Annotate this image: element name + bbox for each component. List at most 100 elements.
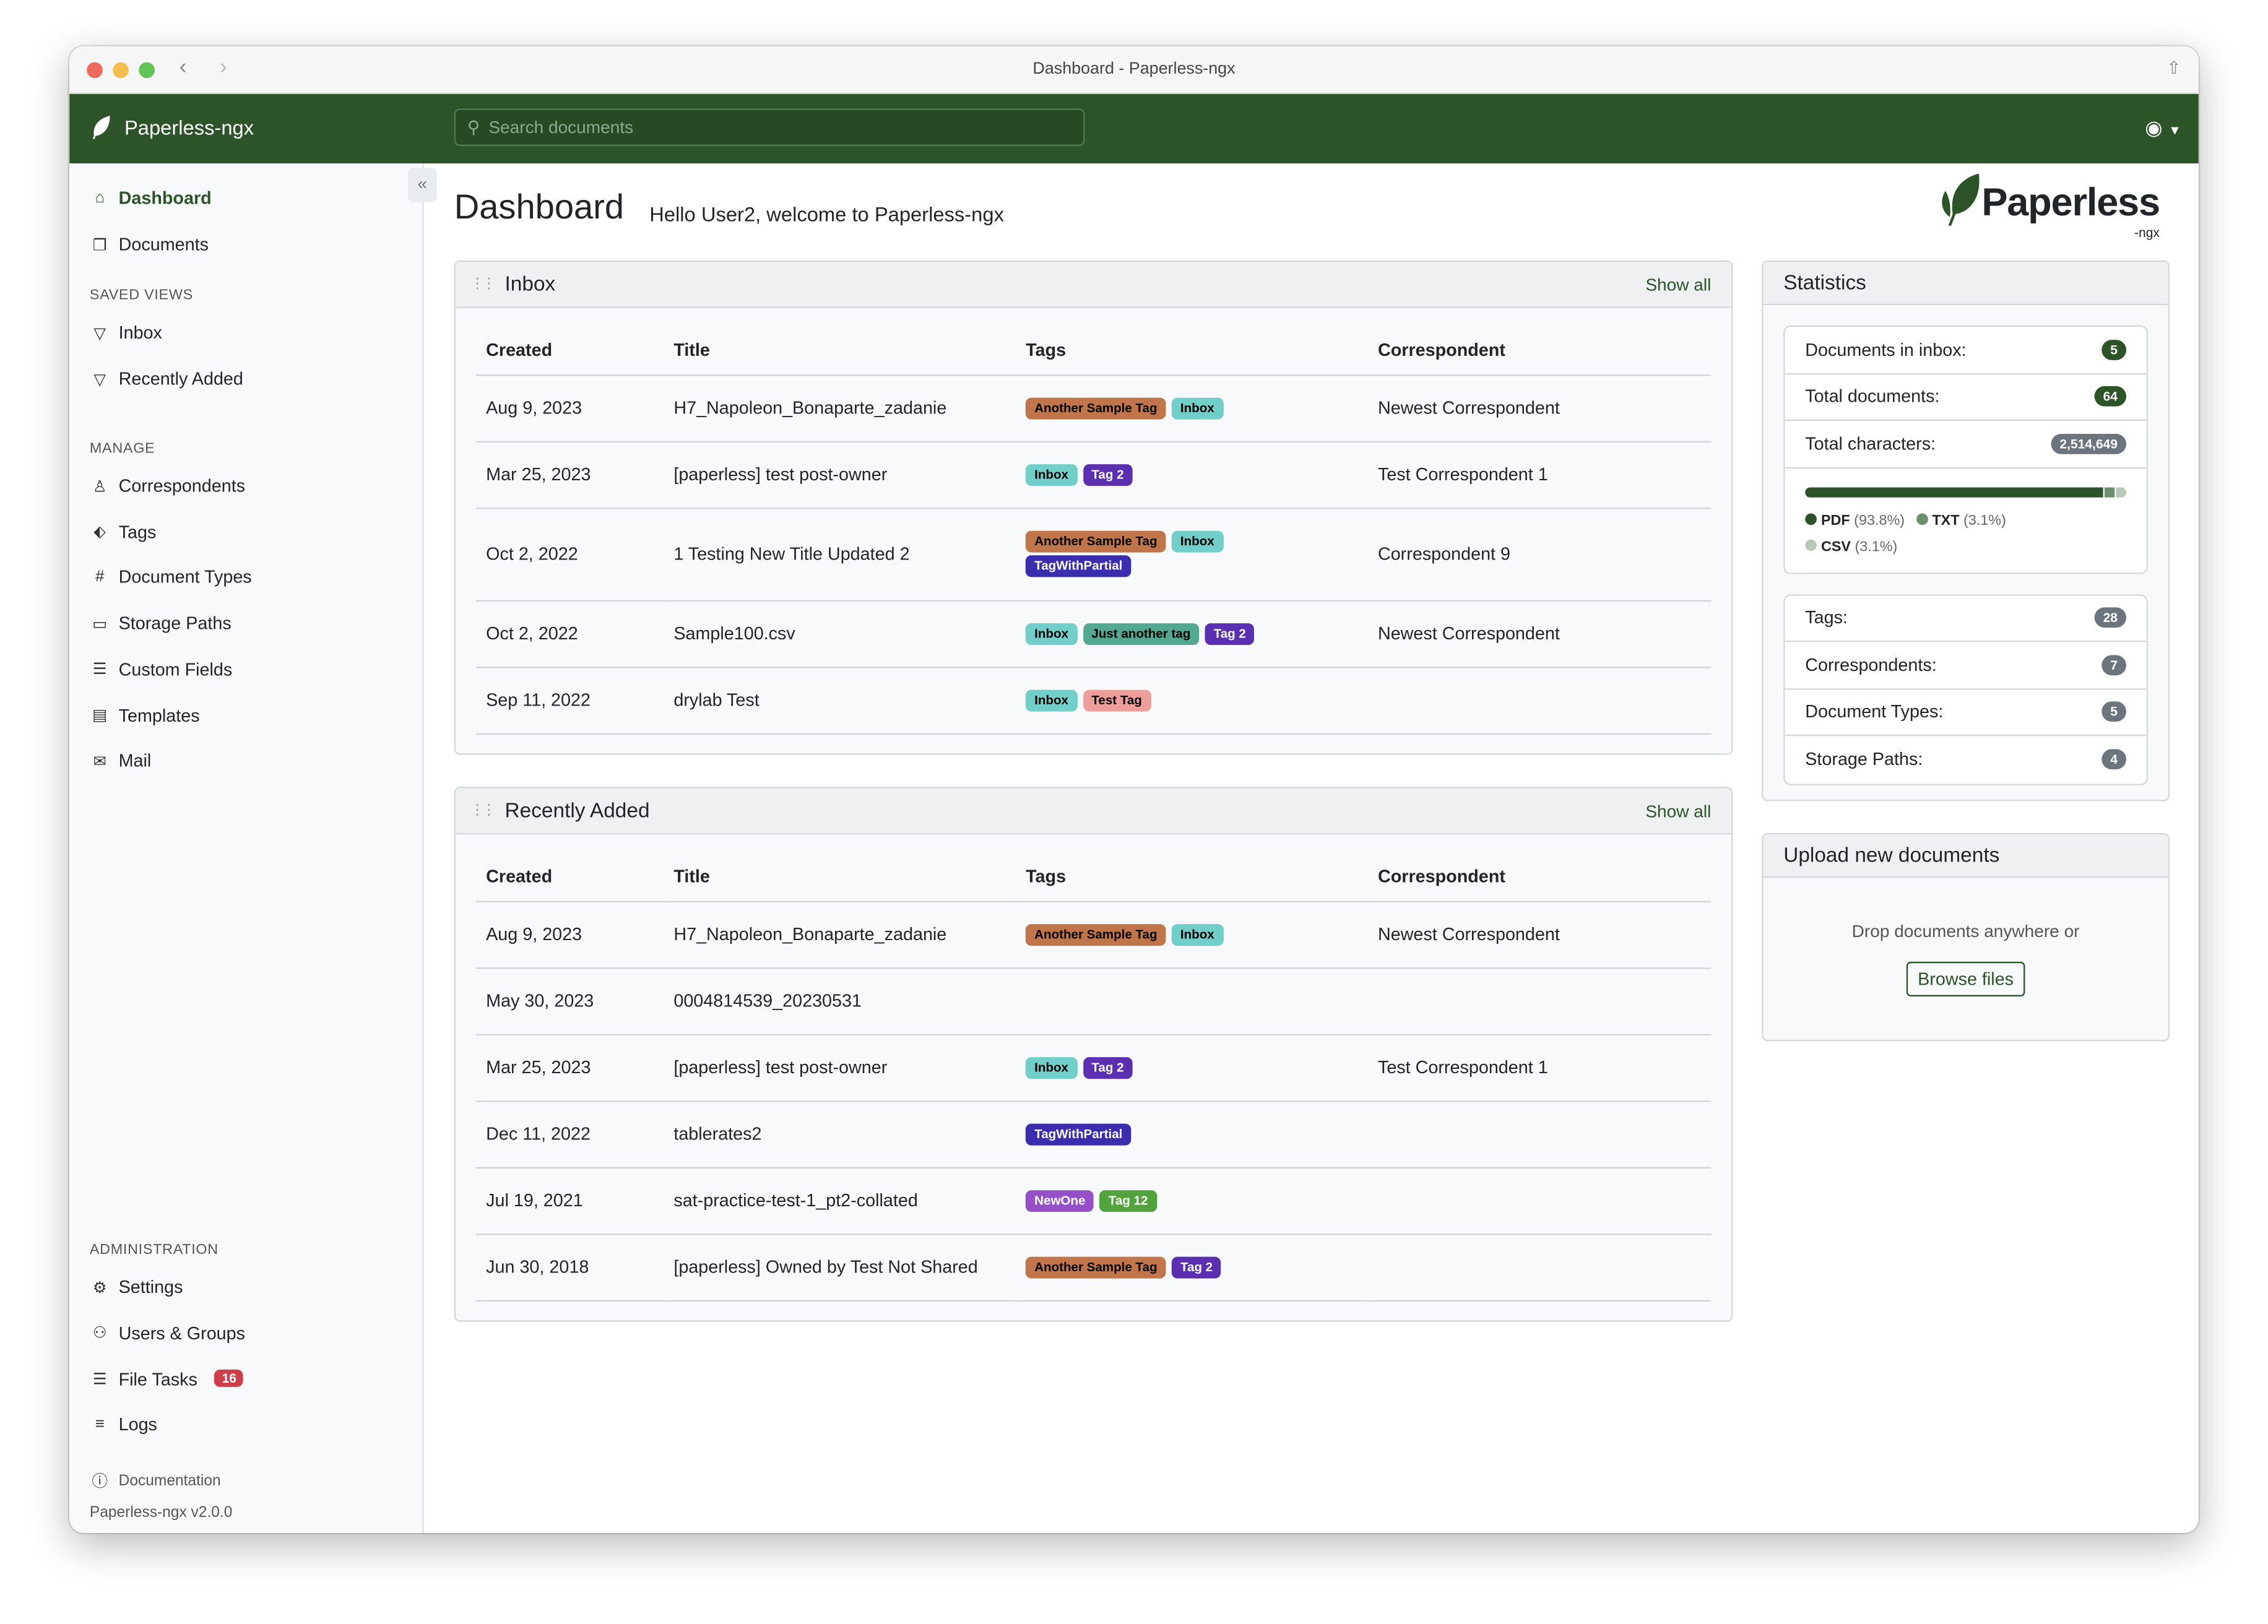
table-row[interactable]: Jul 19, 2021 sat-practice-test-1_pt2-coll… — [475, 1167, 1712, 1235]
title-cell[interactable]: H7_Napoleon_Bonaparte_zadanie — [663, 374, 1016, 442]
sidebar-item-templates[interactable]: ▤ Templates — [90, 705, 200, 725]
statistic-row[interactable]: Tags: 28 — [1785, 595, 2147, 642]
sidebar-item-documents[interactable]: ❐ Documents — [90, 235, 209, 255]
tag-badge[interactable]: Tag 12 — [1099, 1189, 1157, 1212]
table-row[interactable]: Oct 2, 2022 Sample100.csv Inbox Just anothe… — [475, 600, 1712, 668]
column-header-tags[interactable]: Tags — [1015, 308, 1368, 376]
documentation-link[interactable]: ⓘ Documentation — [90, 1469, 220, 1492]
maximize-window-button[interactable] — [139, 62, 155, 79]
correspondent-cell[interactable]: Newest Correspondent — [1367, 374, 1712, 442]
sidebar-item-file-tasks[interactable]: ☰ File Tasks 16 — [90, 1368, 244, 1389]
column-header-title[interactable]: Title — [663, 834, 1016, 902]
table-row[interactable]: Mar 25, 2023 [paperless] test post-owner I… — [475, 441, 1712, 509]
sidebar-item-inbox[interactable]: ▽ Inbox — [90, 322, 162, 343]
column-header-created[interactable]: Created — [475, 834, 664, 902]
statistic-row[interactable]: Document Types: 5 — [1785, 689, 2147, 736]
sidebar-item-tags[interactable]: ⬖ Tags — [90, 522, 156, 542]
legend-item[interactable]: PDF (93.8%) — [1805, 508, 1905, 534]
tag-badge[interactable]: NewOne — [1026, 1189, 1094, 1212]
statistic-row[interactable]: Storage Paths: 4 — [1785, 736, 2147, 783]
correspondent-cell[interactable]: Correspondent 9 — [1367, 508, 1712, 601]
close-window-button[interactable] — [87, 62, 103, 79]
correspondent-cell[interactable]: Newest Correspondent — [1367, 901, 1712, 969]
tag-badge[interactable]: Test Tag — [1083, 689, 1151, 711]
back-icon[interactable]: ‹ — [179, 54, 187, 80]
tag-badge[interactable]: Tag 2 — [1083, 1056, 1133, 1079]
sidebar-item-correspondents[interactable]: ♙ Correspondents — [90, 476, 245, 496]
collapse-sidebar-button[interactable]: « — [407, 168, 437, 203]
table-row[interactable]: May 30, 2023 0004814539_20230531 — [475, 967, 1712, 1035]
table-row[interactable]: Oct 2, 2022 1 Testing New Title Updated 2… — [475, 508, 1712, 601]
show-all-link[interactable]: Show all — [1645, 800, 1712, 821]
tag-badge[interactable]: Inbox — [1026, 463, 1078, 485]
tag-badge[interactable]: Another Sample Tag — [1026, 923, 1166, 946]
title-cell[interactable]: H7_Napoleon_Bonaparte_zadanie — [663, 901, 1016, 969]
tag-badge[interactable]: Another Sample Tag — [1026, 397, 1166, 419]
column-header-correspondent[interactable]: Correspondent — [1367, 308, 1712, 376]
table-row[interactable]: Sep 11, 2022 drylab Test Inbox Test Tag — [475, 667, 1712, 734]
drag-handle-icon[interactable]: ⋮⋮ — [470, 802, 496, 819]
title-cell[interactable]: 1 Testing New Title Updated 2 — [663, 508, 1016, 601]
sidebar-item-mail[interactable]: ✉ Mail — [90, 751, 151, 771]
correspondent-cell[interactable] — [1367, 1233, 1712, 1301]
tag-badge[interactable]: Tag 2 — [1171, 1256, 1222, 1278]
sidebar-item-custom-fields[interactable]: ☰ Custom Fields — [90, 659, 233, 680]
search-input[interactable]: ⚲ Search documents — [454, 108, 1085, 147]
tag-badge[interactable]: Inbox — [1026, 1056, 1078, 1079]
table-row[interactable]: Jun 30, 2018 [paperless] Owned by Test No… — [475, 1233, 1712, 1301]
tag-badge[interactable]: Just another tag — [1083, 622, 1200, 645]
minimize-window-button[interactable] — [113, 62, 129, 79]
sidebar-item-dashboard[interactable]: ⌂ Dashboard — [90, 188, 211, 209]
correspondent-cell[interactable]: Newest Correspondent — [1367, 600, 1712, 668]
tag-badge[interactable]: TagWithPartial — [1026, 1123, 1132, 1145]
tag-badge[interactable]: Inbox — [1171, 397, 1223, 419]
browse-files-button[interactable]: Browse files — [1906, 961, 2025, 997]
title-cell[interactable]: drylab Test — [663, 667, 1016, 734]
sidebar-item-document-types[interactable]: # Document Types — [90, 568, 252, 588]
correspondent-cell[interactable] — [1367, 1167, 1712, 1235]
column-header-tags[interactable]: Tags — [1015, 834, 1368, 902]
user-menu-button[interactable]: ◉ ▼ — [2145, 116, 2181, 140]
title-cell[interactable]: sat-practice-test-1_pt2-collated — [663, 1167, 1016, 1235]
table-row[interactable]: Dec 11, 2022 tablerates2 TagWithPartial — [475, 1100, 1712, 1168]
tag-badge[interactable]: Inbox — [1171, 923, 1223, 946]
tag-badge[interactable]: Tag 2 — [1083, 463, 1133, 485]
tag-badge[interactable]: TagWithPartial — [1026, 555, 1132, 577]
column-header-created[interactable]: Created — [475, 308, 664, 376]
sidebar-item-logs[interactable]: ≡ Logs — [90, 1415, 157, 1435]
forward-icon[interactable]: › — [220, 54, 227, 80]
tag-badge[interactable]: Inbox — [1026, 689, 1078, 711]
correspondent-cell[interactable]: Test Correspondent 1 — [1367, 441, 1712, 509]
tag-badge[interactable]: Another Sample Tag — [1026, 530, 1166, 553]
title-cell[interactable]: [paperless] test post-owner — [663, 441, 1016, 509]
tag-badge[interactable]: Another Sample Tag — [1026, 1256, 1166, 1278]
title-cell[interactable]: Sample100.csv — [663, 600, 1016, 668]
legend-item[interactable]: CSV (3.1%) — [1805, 534, 1897, 560]
share-icon[interactable]: ⇧ — [2166, 58, 2181, 79]
sidebar-item-settings[interactable]: ⚙ Settings — [90, 1277, 183, 1297]
column-header-correspondent[interactable]: Correspondent — [1367, 834, 1712, 902]
sidebar-item-users-groups[interactable]: ⚇ Users & Groups — [90, 1323, 245, 1344]
table-row[interactable]: Mar 25, 2023 [paperless] test post-owner I… — [475, 1034, 1712, 1102]
correspondent-cell[interactable] — [1367, 667, 1712, 734]
brand-link[interactable]: Paperless-ngx — [90, 114, 254, 140]
tag-badge[interactable]: Inbox — [1171, 530, 1223, 553]
table-row[interactable]: Aug 9, 2023 H7_Napoleon_Bonaparte_zadanie… — [475, 374, 1712, 442]
column-header-title[interactable]: Title — [663, 308, 1016, 376]
title-cell[interactable]: 0004814539_20230531 — [663, 967, 1016, 1035]
correspondent-cell[interactable] — [1367, 1100, 1712, 1168]
sidebar-item-recently-added[interactable]: ▽ Recently Added — [90, 369, 243, 389]
legend-item[interactable]: TXT (3.1%) — [1916, 508, 2006, 534]
drag-handle-icon[interactable]: ⋮⋮ — [470, 276, 496, 293]
sidebar-item-storage-paths[interactable]: ▭ Storage Paths — [90, 613, 232, 634]
show-all-link[interactable]: Show all — [1645, 274, 1712, 295]
title-cell[interactable]: tablerates2 — [663, 1100, 1016, 1168]
tag-badge[interactable]: Inbox — [1026, 622, 1078, 645]
title-cell[interactable]: [paperless] test post-owner — [663, 1034, 1016, 1102]
tag-badge[interactable]: Tag 2 — [1205, 622, 1255, 645]
statistic-row[interactable]: Correspondents: 7 — [1785, 642, 2147, 689]
title-cell[interactable]: [paperless] Owned by Test Not Shared — [663, 1233, 1016, 1301]
correspondent-cell[interactable]: Test Correspondent 1 — [1367, 1034, 1712, 1102]
table-row[interactable]: Aug 9, 2023 H7_Napoleon_Bonaparte_zadanie… — [475, 901, 1712, 969]
correspondent-cell[interactable] — [1367, 967, 1712, 1035]
